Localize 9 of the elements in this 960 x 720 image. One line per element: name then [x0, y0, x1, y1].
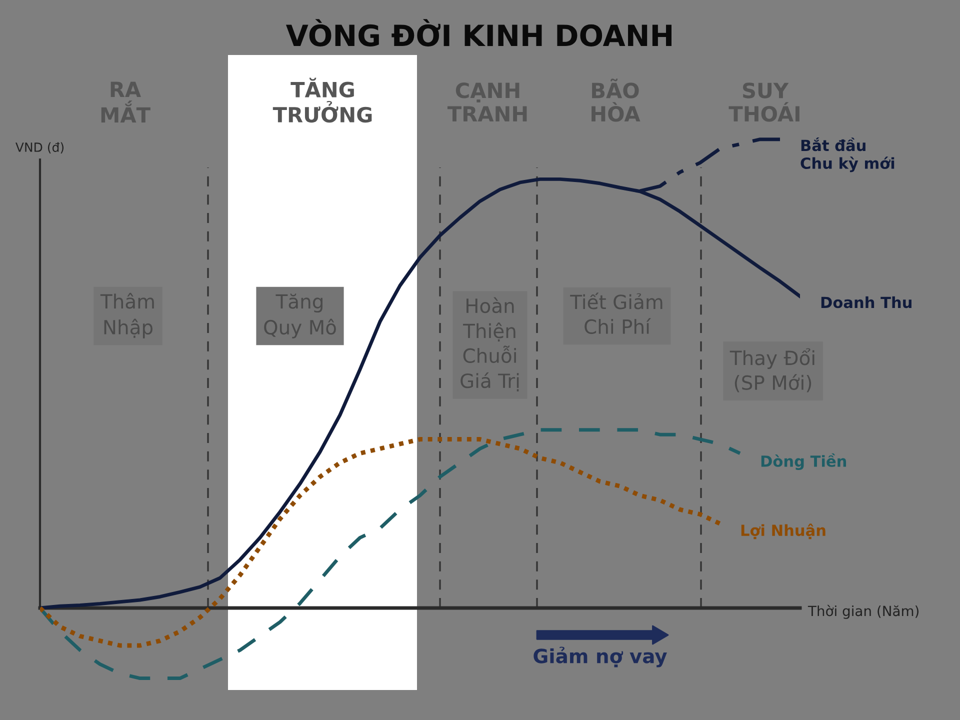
series-label: Bắt đầu Chu kỳ mới: [800, 137, 894, 172]
series-label: Dòng Tiền: [761, 453, 846, 470]
series-label: Doanh Thu: [821, 296, 912, 308]
chart-title: VÒNG ĐỜI KINH DOANH: [286, 19, 672, 46]
series-label: Lợi Nhuận: [741, 524, 826, 540]
text: TĂNG TRƯỞNG: [272, 78, 372, 123]
y-axis-title: VND (đ): [16, 142, 64, 154]
annotation: Giảm nợ vay: [534, 646, 667, 668]
x-axis-title: Thời gian (Năm): [808, 604, 919, 619]
